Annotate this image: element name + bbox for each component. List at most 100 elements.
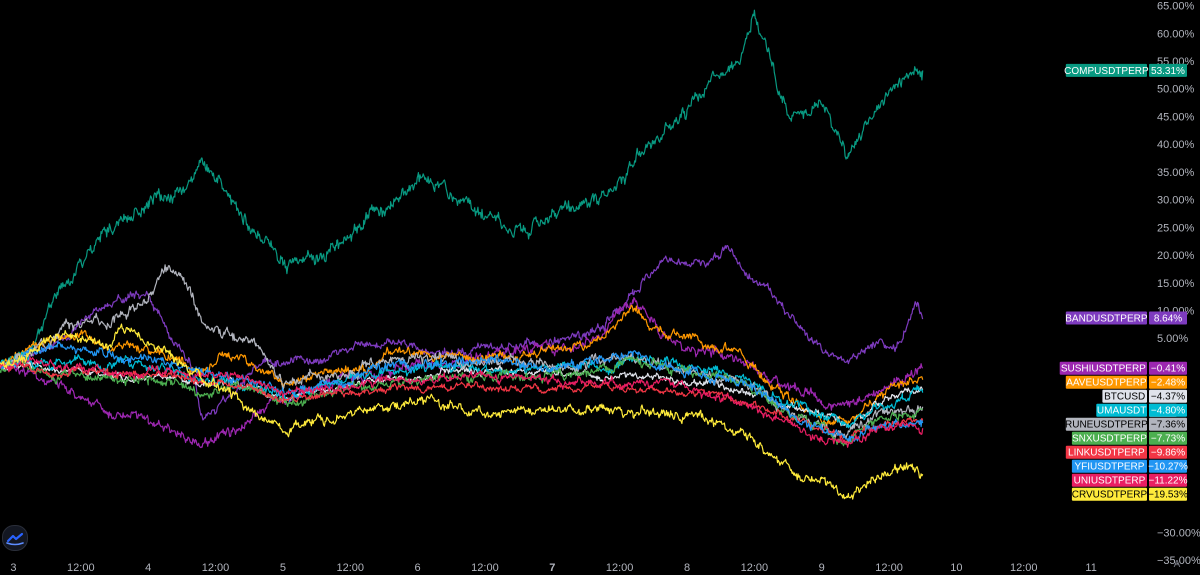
series-line-aaveusdtperp[interactable] [0, 304, 924, 427]
series-tag-yfiusdtperp[interactable]: YFIUSDTPERP −10.27% [1071, 459, 1188, 473]
series-tag-name-bg [1065, 375, 1147, 389]
series-line-compusdtperp[interactable] [0, 9, 924, 369]
y-tick-label: −30.00% [1157, 527, 1200, 539]
series-tag-value-bg [1149, 375, 1187, 389]
series-tag-btcusd[interactable]: BTCUSD −4.37% [1102, 389, 1187, 403]
price-axis[interactable]: 65.00%60.00%55.00%50.00%45.00%40.00%35.0… [1157, 1, 1200, 567]
y-tick-label: 15.00% [1157, 278, 1195, 290]
x-tick-label: 9 [819, 562, 825, 574]
x-tick-label: 3 [10, 562, 16, 574]
series-tag-name: RUNEUSDTPERP [1065, 420, 1148, 431]
series-tag-value: 53.31% [1151, 66, 1185, 77]
series-line-uniusdtperp[interactable] [0, 355, 924, 448]
series-line-yfiusdtperp[interactable] [0, 340, 924, 442]
x-tick-label: 12:00 [741, 562, 769, 574]
series-tag-value-bg [1149, 431, 1187, 445]
y-tick-label: 35.00% [1157, 167, 1195, 179]
series-tag-name: BANDUSDTPERP [1065, 314, 1148, 325]
x-tick-label: 12:00 [202, 562, 230, 574]
series-tag-sushiusdtperp[interactable]: SUSHIUSDTPERP −0.41% [1059, 361, 1187, 375]
series-tag-name: COMPUSDTPERP [1064, 66, 1149, 77]
series-tag-value: −7.73% [1151, 434, 1185, 445]
series-tag-compusdtperp[interactable]: COMPUSDTPERP 53.31% [1064, 63, 1187, 77]
series-tag-name-bg [1065, 417, 1147, 431]
series-tag-name: LINKUSDTPERP [1068, 448, 1145, 459]
x-tick-label: 12:00 [336, 562, 364, 574]
series-tag-name-bg [1071, 487, 1147, 501]
series-tag-value-bg [1149, 63, 1187, 77]
x-tick-label: 7 [549, 562, 555, 574]
series-line-bandusdtperp[interactable] [0, 244, 924, 421]
x-tick-label: 6 [415, 562, 421, 574]
series-tag-name-bg [1071, 431, 1147, 445]
tradingview-logo-icon[interactable] [2, 525, 28, 551]
series-tag-value-bg [1149, 459, 1187, 473]
y-tick-label: 40.00% [1157, 139, 1195, 151]
series-tag-value: −4.37% [1151, 392, 1185, 403]
series-tag-name-bg [1059, 361, 1147, 375]
series-tag-name: SUSHIUSDTPERP [1061, 364, 1146, 375]
series-tag-value: −7.36% [1151, 420, 1185, 431]
x-tick-label: 12:00 [471, 562, 499, 574]
series-tag-value-bg [1149, 403, 1187, 417]
x-tick-label: 12:00 [875, 562, 903, 574]
series-tag-name-bg [1071, 459, 1147, 473]
series-tag-snxusdtperp[interactable]: SNXUSDTPERP −7.73% [1071, 431, 1187, 445]
series-tag-name: AAVEUSDTPERP [1066, 378, 1147, 389]
auto-scale-button[interactable]: A [1173, 559, 1181, 570]
series-tag-value-bg [1149, 389, 1187, 403]
series-tag-value: −10.27% [1148, 462, 1188, 473]
y-tick-label: 20.00% [1157, 250, 1195, 262]
series-tag-linkusdtperp[interactable]: LINKUSDTPERP −9.86% [1065, 445, 1187, 459]
series-tag-value-bg [1149, 361, 1187, 375]
series-tag-value: −0.41% [1151, 364, 1185, 375]
series-tag-aaveusdtperp[interactable]: AAVEUSDTPERP −2.48% [1065, 375, 1187, 389]
series-tag-bandusdtperp[interactable]: BANDUSDTPERP 8.64% [1065, 311, 1187, 325]
y-tick-label: 60.00% [1157, 28, 1195, 40]
series-tag-crvusdtperp[interactable]: CRVUSDTPERP −19.53% [1071, 487, 1188, 501]
x-tick-label: 12:00 [606, 562, 634, 574]
series-tag-name: BTCUSD [1104, 392, 1145, 403]
series-tag-name: UMAUSDT [1097, 406, 1146, 417]
series-line-snxusdtperp[interactable] [0, 356, 923, 447]
series-tag-value-bg [1149, 473, 1187, 487]
series-line-crvusdtperp[interactable] [0, 323, 924, 500]
series-tag-name-bg [1102, 389, 1147, 403]
series-tag-name-bg [1065, 63, 1147, 77]
series-layer [0, 9, 924, 500]
x-tick-label: 11 [1085, 562, 1096, 574]
series-tag-name-bg [1071, 473, 1147, 487]
series-line-linkusdtperp[interactable] [0, 362, 924, 444]
series-tag-value: −2.48% [1151, 378, 1185, 389]
series-tag-runeusdtperp[interactable]: RUNEUSDTPERP −7.36% [1065, 417, 1187, 431]
y-tick-label: 45.00% [1157, 111, 1195, 123]
y-tick-label: 25.00% [1157, 222, 1195, 234]
x-tick-label: 10 [950, 562, 962, 574]
series-tag-value-bg [1149, 311, 1187, 325]
series-tag-value: −19.53% [1148, 490, 1188, 501]
y-tick-label: 30.00% [1157, 195, 1195, 207]
series-tag-uniusdtperp[interactable]: UNIUSDTPERP −11.22% [1071, 473, 1188, 487]
series-tag-name-bg [1065, 445, 1147, 459]
cloud-logo-icon [6, 532, 24, 546]
x-tick-label: 5 [280, 562, 286, 574]
y-tick-label: 65.00% [1157, 1, 1195, 13]
series-tag-name: YFIUSDTPERP [1074, 462, 1144, 473]
y-tick-label: 50.00% [1157, 84, 1195, 96]
series-tag-name: SNXUSDTPERP [1072, 434, 1147, 445]
y-tick-label: 5.00% [1157, 333, 1188, 345]
y-tick-label: −35.00% [1157, 555, 1200, 567]
series-tag-value: 8.64% [1154, 314, 1182, 325]
time-axis[interactable]: 3 12:00 4 12:00 5 12:00 6 12:00 7 12:00 8 12:00 9 12:… [10, 562, 1096, 574]
series-tag-name-bg [1065, 311, 1147, 325]
series-tag-value-bg [1149, 417, 1187, 431]
series-tag-name-bg [1096, 403, 1147, 417]
x-tick-label: 8 [684, 562, 690, 574]
x-tick-label: 4 [145, 562, 151, 574]
series-tag-value-bg [1149, 445, 1187, 459]
series-tag-umausdt[interactable]: UMAUSDT −4.80% [1096, 403, 1187, 417]
series-tag-value: −11.22% [1148, 476, 1187, 487]
